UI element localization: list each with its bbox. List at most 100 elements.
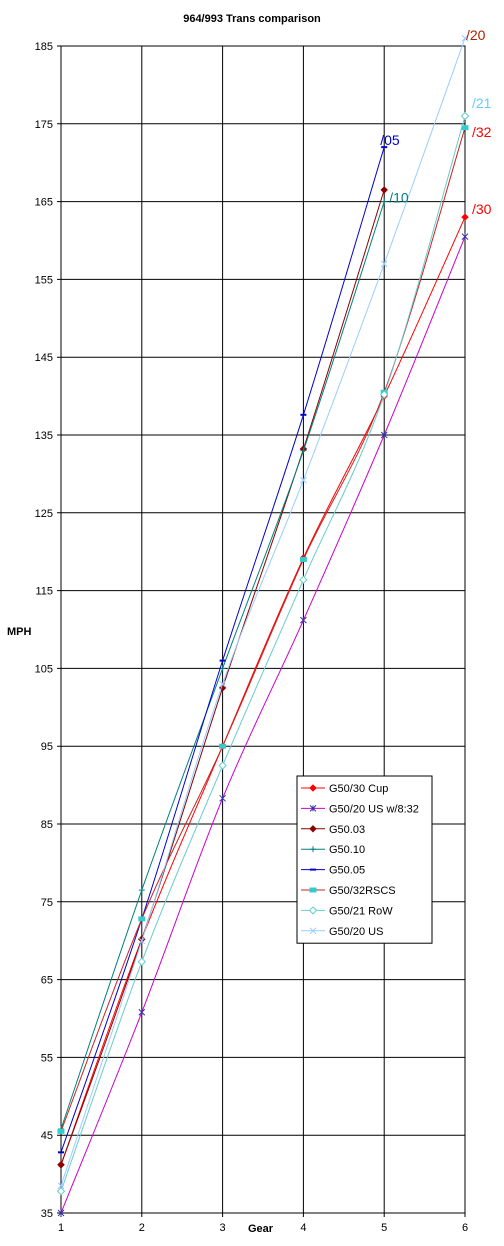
series-6 (57, 125, 469, 1134)
x-tick-label: 6 (462, 1222, 468, 1234)
y-tick-label: 45 (41, 1130, 53, 1142)
data-point (138, 916, 146, 922)
legend-label: G50/20 US (329, 926, 383, 938)
x-tick-label: 3 (220, 1222, 226, 1234)
legend-box (296, 775, 433, 944)
series-line (60, 216, 466, 1165)
x-tick-labels: 1 2 3 4 5 6 (58, 1222, 468, 1234)
end-labels: /30/10/05/32/21/20 (380, 27, 491, 217)
data-point (380, 260, 388, 268)
data-point (138, 887, 145, 894)
data-point (219, 794, 226, 802)
series-8 (57, 34, 469, 1190)
data-point (138, 1008, 146, 1016)
series-line (60, 115, 466, 1192)
data-point (57, 1161, 65, 1169)
y-tick-label: 35 (41, 1208, 53, 1220)
data-point (219, 743, 227, 749)
data-point (57, 1209, 65, 1217)
data-point (309, 927, 317, 935)
gridlines (57, 45, 466, 1217)
y-tick-label: 135 (35, 430, 53, 442)
series-end-label: /32 (472, 124, 492, 140)
y-tick-label: 95 (41, 741, 53, 753)
x-tick-label: 2 (139, 1222, 145, 1234)
series-line (60, 38, 466, 1186)
data-point (379, 390, 389, 399)
data-point (218, 761, 227, 770)
data-point (461, 125, 469, 131)
data-point (309, 825, 317, 833)
y-tick-label: 175 (35, 119, 53, 131)
x-tick-label: 1 (58, 1222, 64, 1234)
data-point (57, 1128, 65, 1134)
data-point (56, 1187, 66, 1196)
legend-entry: G50/20 US w/8:32 (301, 803, 419, 815)
series-7 (56, 111, 470, 1196)
y-tick-label: 155 (35, 274, 53, 286)
data-point (309, 805, 317, 812)
y-axis-label: MPH (7, 626, 32, 638)
x-tick-label: 5 (381, 1222, 387, 1234)
data-point (308, 906, 318, 915)
y-tick-label: 115 (35, 586, 53, 598)
legend-entry: G50.10 (301, 844, 365, 856)
data-point (310, 846, 316, 853)
data-point (309, 784, 317, 792)
legend-label: G50/21 RoW (329, 905, 393, 917)
x-tick-label: 4 (300, 1222, 306, 1234)
x-axis-label: Gear (248, 1223, 274, 1235)
data-point (299, 575, 308, 584)
legend-entry: G50/20 US (301, 926, 383, 938)
legend: G50/30 Cup G50/20 US w/8:32 G50.03 G50.10 G5… (296, 775, 433, 944)
data-point (461, 34, 469, 42)
y-tick-label: 65 (41, 975, 53, 987)
legend-label: G50/32RSCS (329, 885, 396, 897)
y-tick-label: 185 (35, 41, 53, 53)
legend-entry: G50.03 (301, 824, 365, 836)
legend-label: G50.05 (329, 865, 365, 877)
legend-entry: G50/30 Cup (301, 783, 388, 795)
y-tick-label: 145 (35, 352, 53, 364)
data-point (300, 447, 307, 454)
series-end-label: /05 (380, 132, 400, 148)
y-tick-label: 125 (35, 508, 53, 520)
legend-entry: G50/32RSCS (301, 885, 396, 897)
series-end-label: /10 (389, 190, 409, 206)
data-point (300, 616, 307, 624)
y-tick-label: 55 (41, 1052, 53, 1064)
data-point (381, 198, 388, 205)
data-point (300, 476, 307, 484)
y-tick-label: 105 (35, 663, 53, 675)
series-line (60, 236, 466, 1214)
data-point (57, 1182, 65, 1190)
legend-label: G50/20 US w/8:32 (329, 803, 419, 815)
data-point (461, 213, 469, 221)
data-point (137, 957, 147, 966)
data-point (299, 556, 307, 562)
data-point (460, 111, 470, 121)
series-end-label: /21 (472, 95, 492, 111)
plot-frame (60, 45, 466, 1214)
data-point (309, 887, 317, 893)
legend-entry: G50/21 RoW (301, 905, 393, 917)
series-end-label: /30 (472, 201, 492, 217)
legend-label: G50.03 (329, 824, 365, 836)
y-tick-labels: 35 45 55 65 75 85 95 105 115 125 135 145 155 165 175 18… (35, 41, 53, 1220)
y-tick-label: 75 (41, 897, 53, 909)
y-tick-label: 165 (35, 197, 53, 209)
data-point (219, 680, 226, 688)
series-end-label: /20 (466, 27, 486, 43)
legend-label: G50.10 (329, 844, 365, 856)
series-group (56, 34, 470, 1217)
legend-label: G50/30 Cup (329, 783, 388, 795)
data-point (380, 186, 388, 194)
data-point (138, 937, 146, 945)
legend-entry: G50.05 (301, 865, 365, 877)
chart-title: 964/993 Trans comparison (183, 13, 321, 25)
series-2 (57, 233, 469, 1217)
y-tick-label: 85 (41, 819, 53, 831)
series-line (60, 127, 466, 1132)
data-point (380, 431, 388, 439)
